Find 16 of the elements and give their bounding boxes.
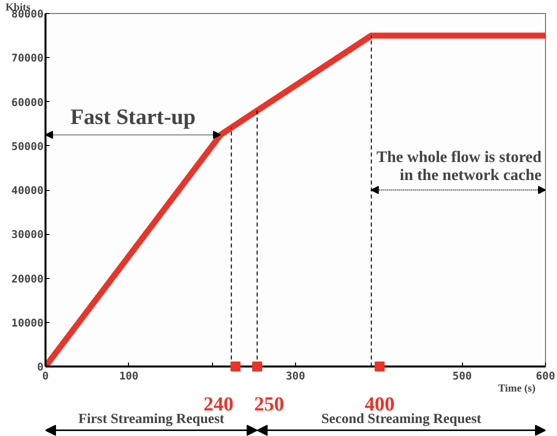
x-tick-label: 600	[536, 370, 556, 382]
y-tick-label: 60000	[11, 96, 44, 109]
y-tick-label: 20000	[11, 272, 44, 286]
y-tick-label: 50000	[11, 140, 44, 153]
x-tick-label: 300	[286, 370, 306, 382]
text: 250	[254, 394, 284, 416]
x-tick-label: 500	[452, 370, 472, 382]
y-tick-label: 10000	[11, 316, 44, 330]
y-tick-label: 0	[37, 360, 44, 374]
y-tick-label: 40000	[11, 184, 44, 197]
y-tick-label: 30000	[11, 228, 44, 242]
text: Second Streaming Request	[321, 412, 482, 428]
x-tick-label: 100	[119, 370, 138, 382]
y-tick-label: 70000	[11, 52, 44, 65]
annotation: Fast Start-up	[70, 104, 196, 129]
annotation: The whole flow is stored in the network cache	[376, 149, 542, 184]
